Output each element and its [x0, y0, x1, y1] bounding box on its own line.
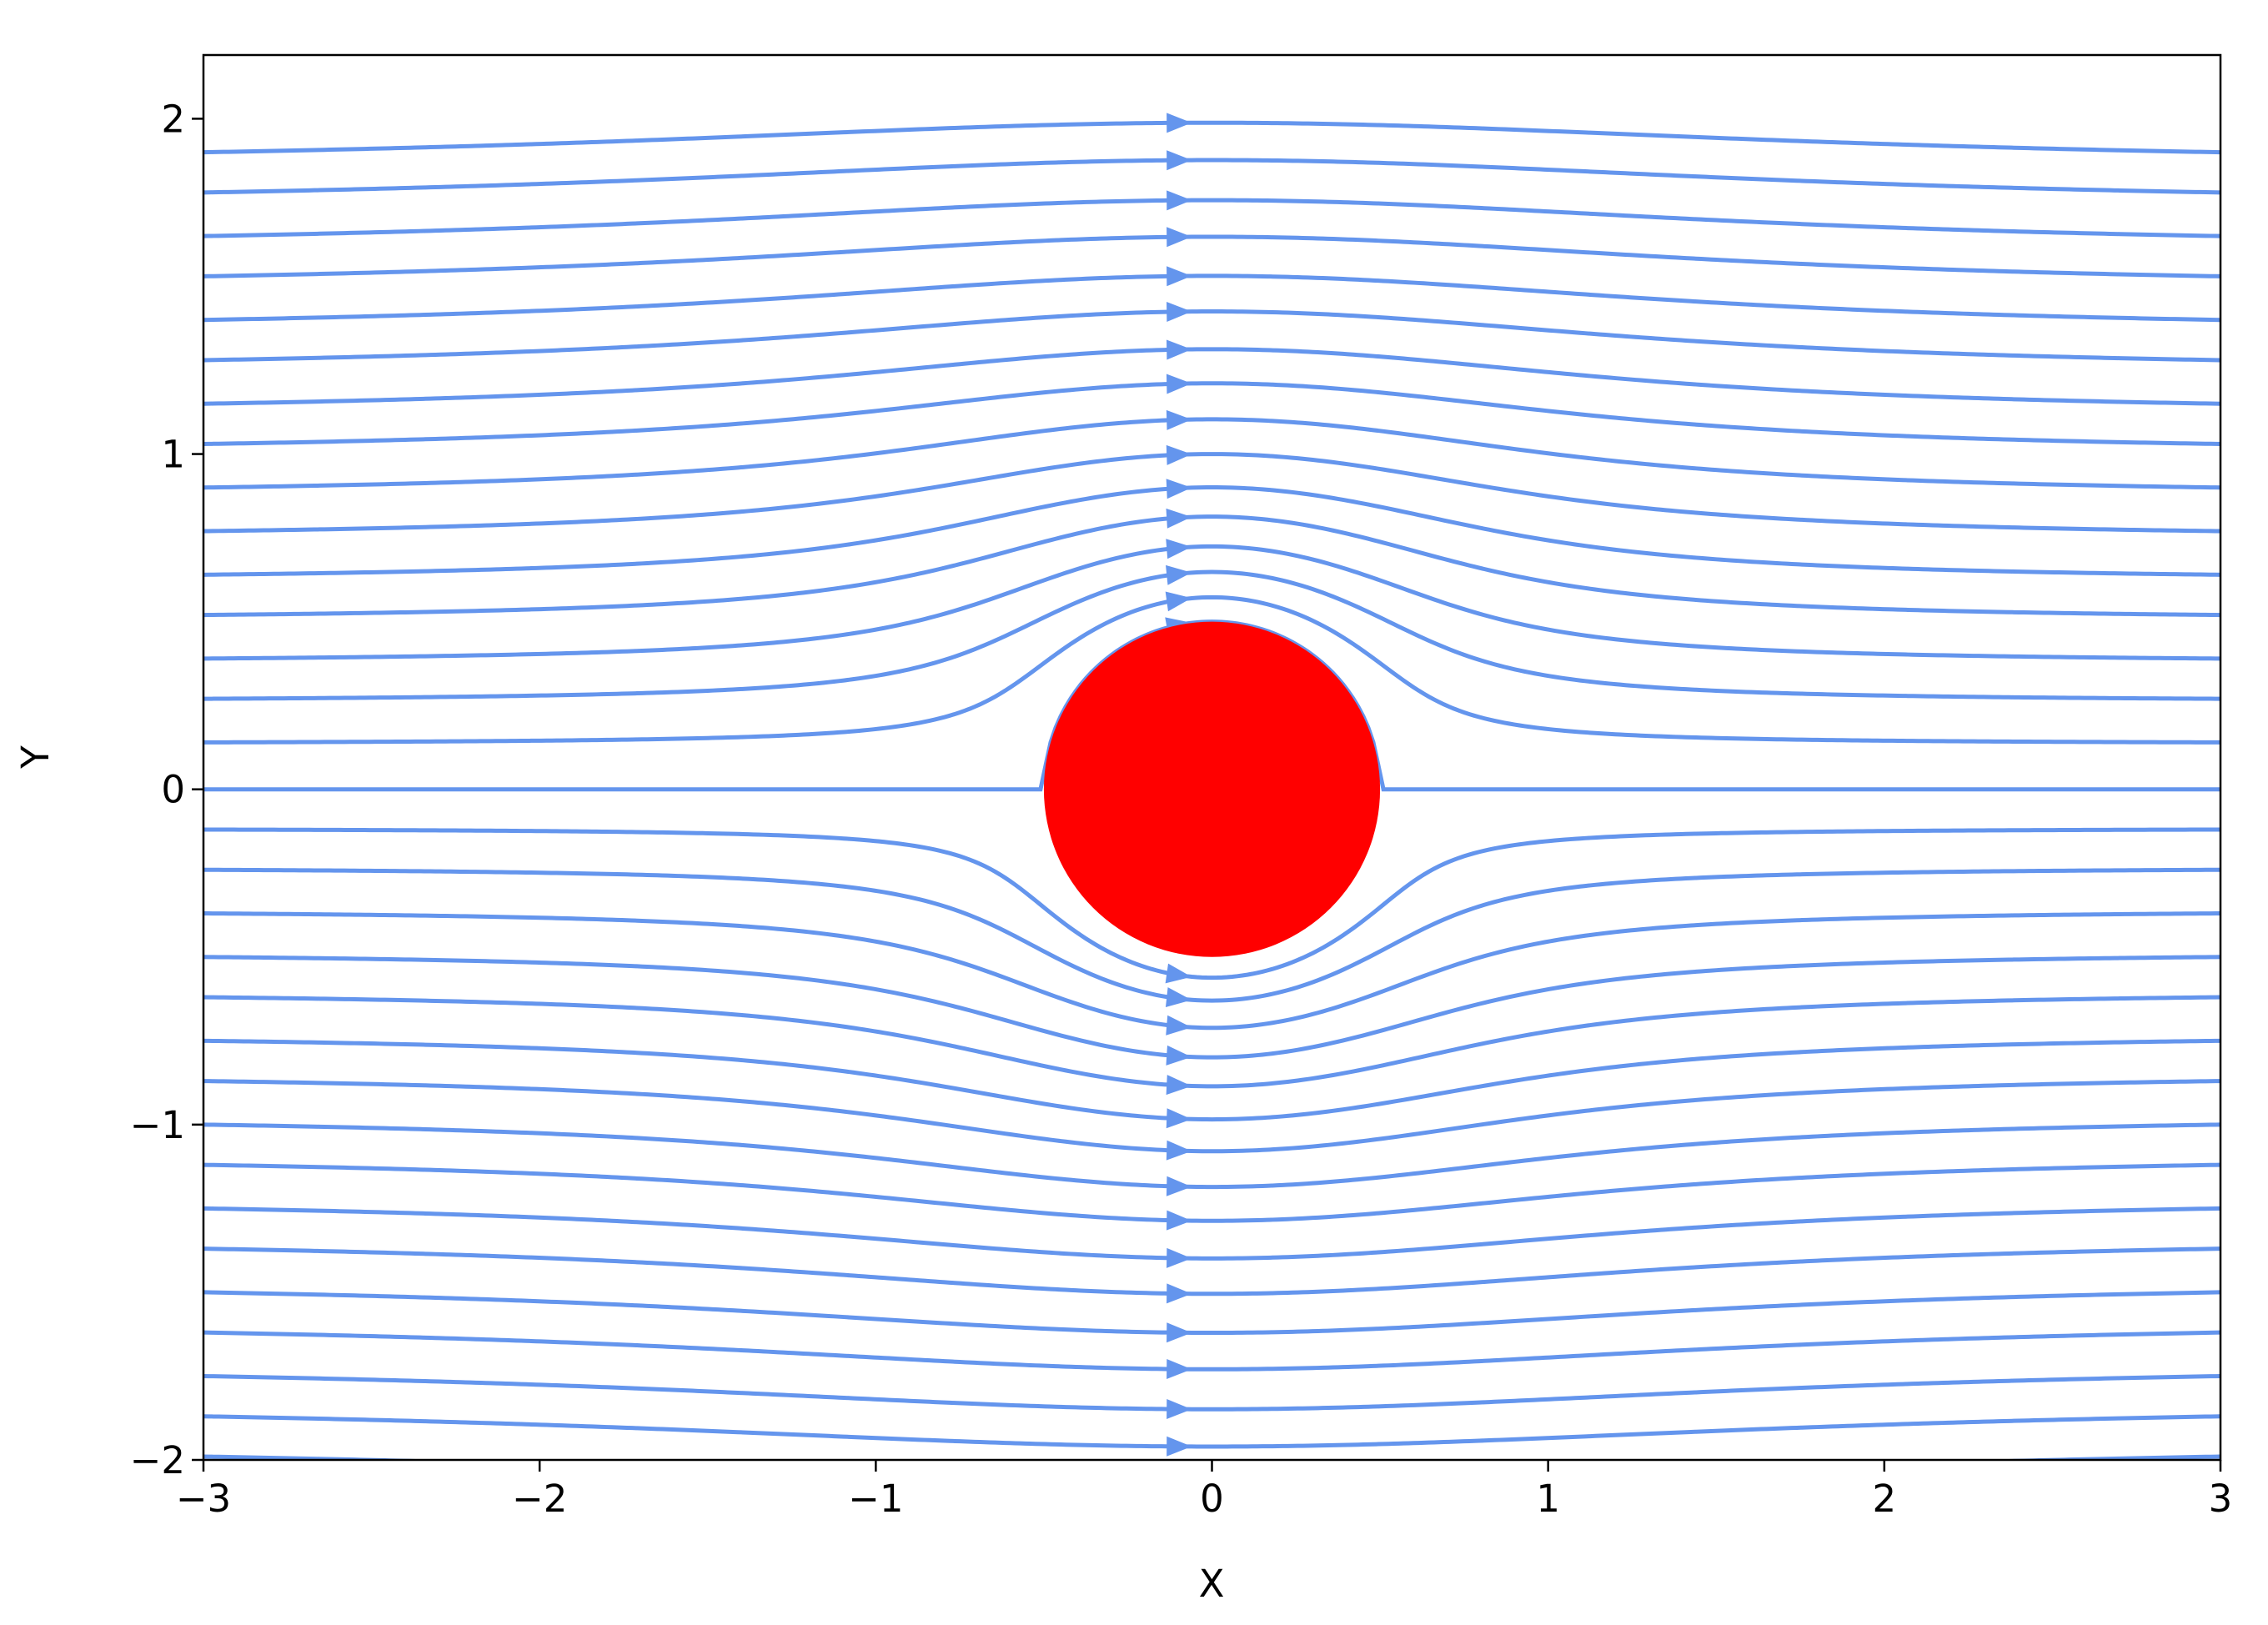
streamline	[203, 1246, 2220, 1296]
stream-arrow	[1166, 1108, 1192, 1129]
stream-arrow	[1166, 1176, 1192, 1196]
stream-arrow	[1167, 302, 1192, 323]
streamline	[203, 910, 2220, 1031]
streamline	[203, 347, 2220, 406]
streamline	[203, 1206, 2220, 1261]
stream-arrow	[1167, 1283, 1192, 1304]
y-tick-label: 1	[161, 433, 185, 477]
stream-arrow	[1167, 1474, 1192, 1494]
streamline	[203, 1290, 2220, 1336]
streamline	[203, 1330, 2220, 1372]
streamline	[203, 544, 2220, 661]
streamline	[203, 514, 2220, 618]
stream-arrow	[1167, 1359, 1192, 1380]
stream-arrow	[1166, 1140, 1192, 1161]
x-axis-label: X	[1199, 1562, 1225, 1606]
stream-arrow	[1165, 963, 1192, 984]
stream-arrow	[1167, 227, 1192, 248]
y-tick-label: −2	[130, 1438, 185, 1482]
plot-area	[203, 113, 2220, 1494]
streamline	[203, 417, 2220, 490]
stream-arrow	[1166, 564, 1192, 585]
stream-arrow	[1167, 150, 1192, 171]
stream-arrow	[1166, 1075, 1192, 1096]
stream-arrow	[1167, 113, 1192, 133]
streamline	[203, 569, 2220, 701]
stream-arrow	[1167, 1399, 1192, 1420]
streamline	[203, 234, 2220, 278]
stream-arrow	[1166, 508, 1192, 529]
stream-arrow	[1167, 190, 1192, 211]
y-tick-label: 0	[161, 768, 185, 812]
stream-arrow	[1166, 1045, 1192, 1066]
streamline	[203, 381, 2220, 446]
streamline	[203, 309, 2220, 363]
stream-arrow	[1166, 479, 1192, 499]
streamline	[203, 867, 2220, 1003]
cylinder	[1043, 621, 1381, 957]
x-tick-label: −2	[512, 1477, 567, 1521]
streamline	[203, 1414, 2220, 1449]
stream-arrow	[1167, 1436, 1192, 1457]
streamline	[203, 158, 2220, 195]
x-tick-label: 1	[1536, 1477, 1560, 1521]
streamline	[203, 1162, 2220, 1223]
stream-arrow	[1166, 539, 1192, 559]
stream-arrow	[1166, 1210, 1192, 1231]
x-tick-label: 3	[2209, 1477, 2233, 1521]
stream-arrow	[1165, 987, 1192, 1008]
stream-arrow	[1166, 374, 1192, 394]
streamline	[203, 273, 2220, 323]
x-tick-label: −3	[176, 1477, 231, 1521]
x-tick-label: 2	[1873, 1477, 1897, 1521]
x-tick-label: 0	[1200, 1477, 1224, 1521]
streamline	[203, 452, 2220, 534]
streamline	[203, 594, 2220, 745]
streamline	[203, 1373, 2220, 1412]
y-tick-label: 2	[161, 97, 185, 141]
streamline	[203, 120, 2220, 155]
streamline	[203, 485, 2220, 577]
stream-arrow	[1167, 266, 1192, 287]
stream-arrow	[1166, 339, 1192, 360]
stream-arrow	[1165, 591, 1192, 612]
streamline	[203, 827, 2220, 981]
y-axis-label: Y	[13, 745, 58, 770]
stream-arrow	[1166, 1015, 1192, 1036]
streamline	[203, 955, 2220, 1060]
streamline	[203, 995, 2220, 1089]
stream-arrow	[1167, 1322, 1192, 1343]
streamline	[203, 198, 2220, 238]
y-tick-label: −1	[130, 1103, 185, 1147]
streamline	[203, 1122, 2220, 1190]
stream-arrow	[1167, 1247, 1192, 1268]
streamline	[203, 1079, 2220, 1154]
stream-arrow	[1166, 409, 1192, 430]
stream-arrow	[1166, 444, 1192, 465]
x-tick-label: −1	[848, 1477, 903, 1521]
streamline	[203, 1038, 2220, 1122]
